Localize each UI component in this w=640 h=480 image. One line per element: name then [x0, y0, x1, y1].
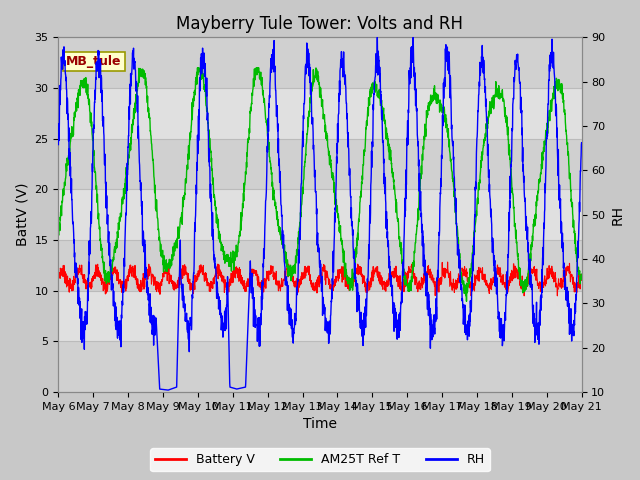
- Bar: [58, 37, 582, 88]
- X-axis label: Time: Time: [303, 418, 337, 432]
- Bar: [58, 240, 582, 291]
- Bar: [58, 291, 582, 341]
- Y-axis label: RH: RH: [611, 205, 625, 225]
- Text: MB_tule: MB_tule: [67, 55, 122, 68]
- Bar: [58, 341, 582, 392]
- Bar: [58, 88, 582, 139]
- Bar: [58, 139, 582, 190]
- Y-axis label: BattV (V): BattV (V): [15, 183, 29, 246]
- Legend: Battery V, AM25T Ref T, RH: Battery V, AM25T Ref T, RH: [150, 448, 490, 471]
- Title: Mayberry Tule Tower: Volts and RH: Mayberry Tule Tower: Volts and RH: [177, 15, 463, 33]
- Bar: [58, 190, 582, 240]
